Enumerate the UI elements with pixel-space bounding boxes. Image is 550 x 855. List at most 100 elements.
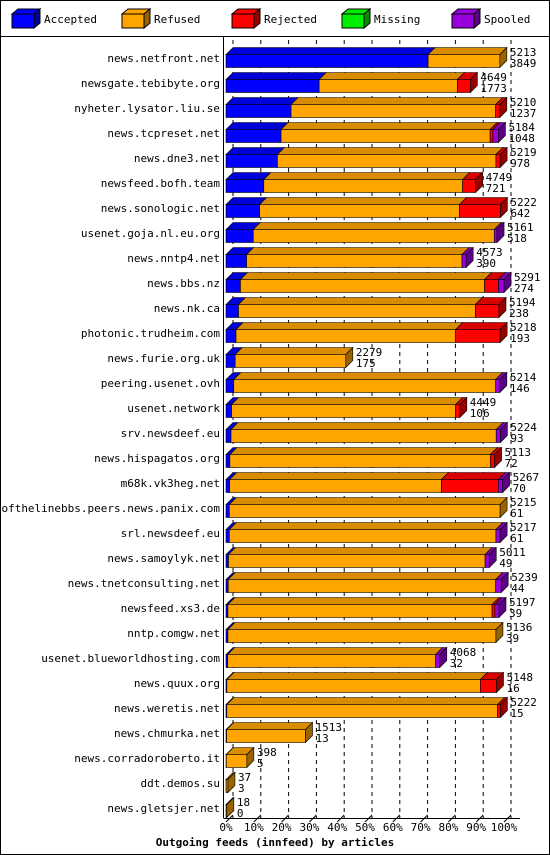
bar-segment — [225, 254, 247, 268]
bar-side — [498, 121, 506, 144]
offered-label: 5197 — [509, 596, 535, 609]
bar-segment — [231, 404, 456, 418]
y-tick-label: news.chmurka.net — [114, 727, 220, 740]
bar-segment-top — [280, 122, 498, 130]
offered-label: 5215 — [510, 496, 537, 509]
bar-segment — [229, 504, 501, 518]
tick-mark — [392, 814, 401, 823]
bar-segment — [225, 554, 229, 568]
bar-segment-top — [226, 697, 506, 705]
x-tick-label: 100% — [491, 821, 518, 834]
offered-label: 2279 — [356, 346, 383, 359]
bar-segment — [225, 204, 260, 218]
bar-segment — [484, 279, 499, 293]
x-tick-label: 70% — [411, 821, 431, 834]
tick-mark — [503, 814, 512, 823]
bar-segment — [263, 179, 463, 193]
offered-label: 5213 — [510, 46, 536, 59]
tick-mark — [448, 814, 456, 823]
accepted-label: 274 — [514, 282, 534, 295]
legend-swatch — [451, 13, 475, 29]
bar-side — [226, 796, 235, 819]
y-tick-label: news.tcpreset.net — [107, 127, 220, 140]
bar-segment-top — [225, 172, 272, 180]
legend-swatch — [121, 13, 145, 29]
bar-side — [499, 96, 508, 119]
bar-segment-top — [230, 397, 464, 405]
y-tick-label: news.furie.org.uk — [107, 352, 220, 365]
bar-side — [470, 71, 478, 94]
bar-segment — [226, 704, 498, 718]
bar-segment — [225, 154, 278, 168]
legend-swatch-side — [363, 7, 371, 30]
bar-side — [499, 371, 508, 394]
bar-segment — [441, 479, 499, 493]
tick-mark — [364, 814, 373, 823]
bar-segment — [246, 254, 463, 268]
bar-segment — [290, 104, 496, 118]
bar-segment — [491, 604, 496, 618]
legend-label: Rejected — [264, 13, 317, 26]
legend-swatch — [11, 13, 35, 29]
y-tick-label: news.hispagatos.org — [94, 452, 220, 465]
bar-side — [475, 171, 483, 194]
offered-label: 5239 — [511, 571, 537, 584]
bar-segment-top — [235, 322, 464, 330]
axis-title: Outgoing feeds (innfeed) by articles — [156, 836, 394, 849]
accepted-label: 3849 — [510, 57, 536, 70]
y-tick-label: srv.newsdeef.eu — [121, 427, 220, 440]
tick-mark — [281, 814, 289, 823]
bar-side — [498, 296, 507, 319]
legend-swatch-side — [143, 7, 151, 30]
bar-side — [500, 696, 508, 719]
bar-segment — [498, 279, 505, 293]
bar-segment — [226, 729, 306, 743]
bar-segment-top — [225, 722, 314, 730]
accepted-label: 1237 — [510, 107, 536, 120]
offered-label: 1513 — [316, 721, 343, 734]
legend-label: Refused — [154, 13, 200, 26]
bar-segment-top — [230, 422, 504, 430]
bar-segment — [233, 379, 496, 393]
bar-segment — [225, 504, 230, 518]
legend-swatch-side — [473, 7, 481, 30]
y-tick-label: peering.usenet.ovh — [101, 377, 220, 390]
bar-segment — [225, 529, 230, 543]
y-tick-label: nyheter.lysator.liu.se — [74, 102, 220, 115]
bar-segment — [475, 304, 500, 318]
bar-segment — [238, 304, 476, 318]
y-tick-label: newsfeed.bofh.team — [101, 177, 221, 190]
bar-side — [439, 646, 448, 669]
bar-segment — [225, 329, 237, 343]
y-tick-label: photonic.trudheim.com — [81, 327, 220, 340]
bar-segment-top — [228, 497, 508, 505]
x-tick-label: 50% — [355, 821, 375, 834]
legend-swatch — [341, 13, 365, 29]
offered-label: 5148 — [506, 671, 533, 684]
y-tick-label: news.corradoroberto.it — [74, 752, 220, 765]
offered-label: 5291 — [514, 271, 541, 284]
x-tick-label: 80% — [438, 821, 458, 834]
accepted-label: 978 — [510, 157, 530, 170]
bar-side — [499, 321, 508, 344]
y-tick-label: news.sonologic.net — [101, 202, 220, 215]
bar-segment-top — [252, 222, 502, 230]
y-tick-label: news.tnetconsulting.net — [68, 577, 220, 590]
bar-side — [495, 621, 504, 644]
bar-segment-top — [226, 647, 444, 655]
bar-segment — [229, 479, 442, 493]
accepted-label: 193 — [510, 332, 530, 345]
bar-side — [465, 246, 474, 269]
bar-side — [459, 396, 468, 419]
tick-mark — [420, 814, 428, 823]
bar-segment-top — [227, 572, 504, 580]
offered-label: 5194 — [509, 296, 536, 309]
bar-segment — [225, 104, 292, 118]
y-tick-label: newsgate.tebibyte.org — [81, 77, 220, 90]
bar-segment — [227, 604, 493, 618]
bar-segment — [456, 79, 471, 93]
offered-label: 37 — [238, 771, 251, 784]
bar-side — [499, 521, 508, 544]
accepted-label: 1773 — [480, 82, 507, 95]
